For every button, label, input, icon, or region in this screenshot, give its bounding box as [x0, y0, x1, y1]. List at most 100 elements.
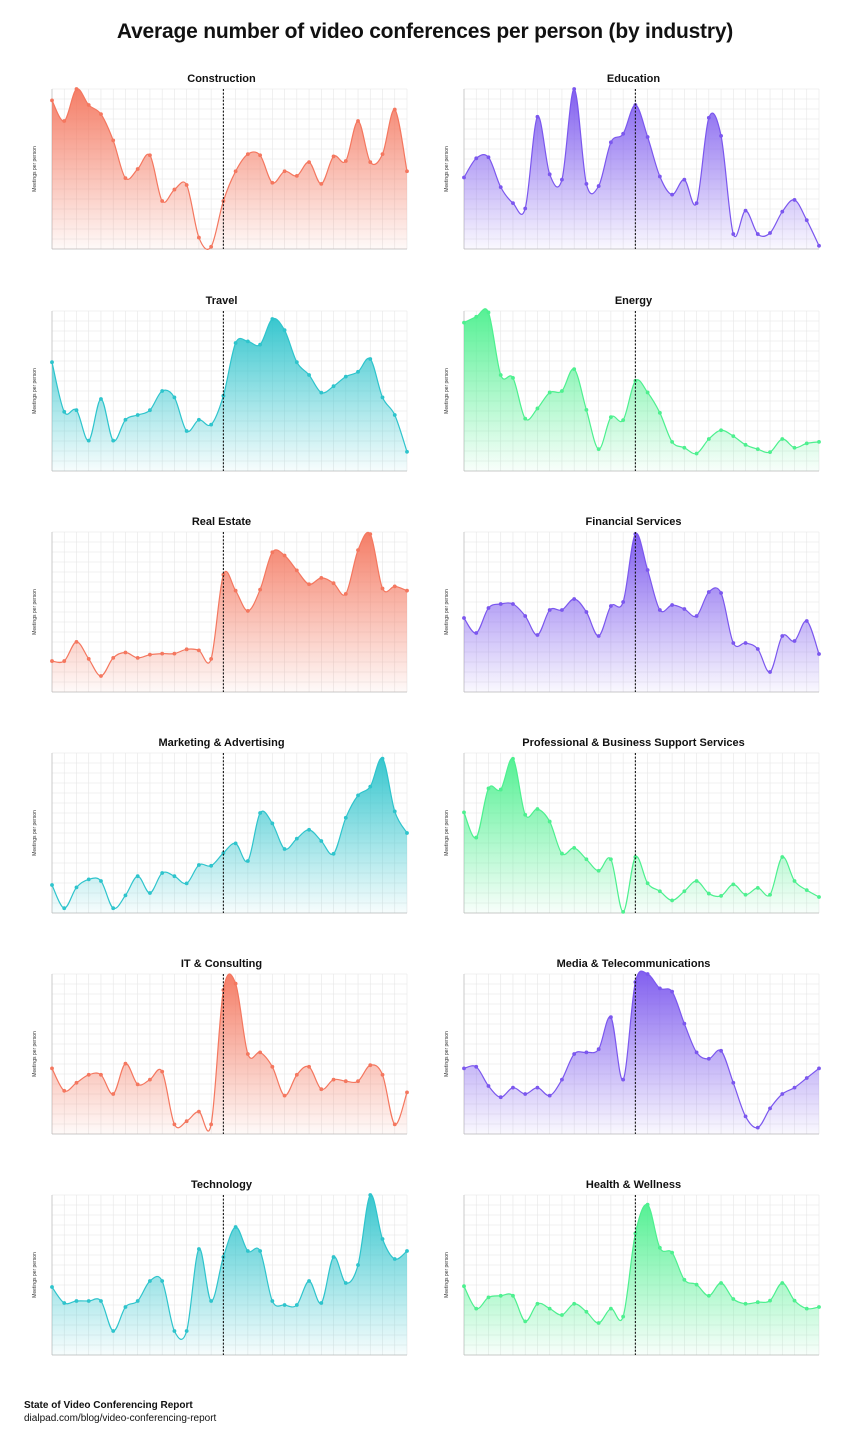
data-point[interactable]	[621, 1314, 626, 1319]
data-point[interactable]	[719, 1281, 723, 1285]
data-point[interactable]	[768, 1298, 772, 1303]
data-point[interactable]	[380, 1237, 385, 1241]
data-point[interactable]	[74, 885, 79, 890]
data-point[interactable]	[380, 1072, 385, 1077]
data-point[interactable]	[74, 408, 79, 413]
data-point[interactable]	[86, 1299, 91, 1303]
data-point[interactable]	[50, 1066, 54, 1071]
data-point[interactable]	[743, 892, 748, 897]
data-point[interactable]	[294, 360, 299, 365]
data-point[interactable]	[368, 532, 373, 537]
data-point[interactable]	[270, 1299, 275, 1303]
data-point[interactable]	[135, 167, 140, 171]
data-point[interactable]	[523, 416, 528, 421]
data-point[interactable]	[486, 606, 491, 610]
data-point[interactable]	[560, 608, 564, 612]
data-point[interactable]	[111, 138, 116, 143]
data-point[interactable]	[405, 1249, 409, 1253]
data-point[interactable]	[343, 159, 348, 163]
data-point[interactable]	[135, 874, 140, 879]
data-point[interactable]	[621, 600, 626, 604]
data-point[interactable]	[694, 451, 699, 456]
data-point[interactable]	[682, 1021, 687, 1026]
data-point[interactable]	[294, 173, 299, 178]
data-point[interactable]	[50, 360, 54, 365]
data-point[interactable]	[245, 1249, 250, 1253]
data-point[interactable]	[682, 445, 687, 450]
data-point[interactable]	[584, 182, 589, 186]
data-point[interactable]	[523, 614, 528, 618]
data-point[interactable]	[74, 1299, 79, 1303]
data-point[interactable]	[148, 891, 152, 895]
data-point[interactable]	[755, 232, 760, 236]
data-point[interactable]	[719, 1048, 723, 1053]
data-point[interactable]	[608, 140, 613, 145]
data-point[interactable]	[657, 986, 662, 991]
data-point[interactable]	[560, 1313, 564, 1317]
data-point[interactable]	[560, 851, 564, 856]
data-point[interactable]	[368, 1193, 373, 1197]
data-point[interactable]	[74, 87, 79, 91]
data-point[interactable]	[608, 857, 613, 862]
data-point[interactable]	[221, 851, 226, 855]
data-point[interactable]	[86, 1072, 91, 1077]
data-point[interactable]	[50, 1285, 54, 1289]
data-point[interactable]	[755, 1125, 760, 1130]
data-point[interactable]	[74, 1080, 79, 1085]
data-point[interactable]	[172, 1329, 177, 1333]
data-point[interactable]	[62, 659, 67, 663]
data-point[interactable]	[780, 209, 785, 214]
data-point[interactable]	[148, 1279, 152, 1283]
data-point[interactable]	[462, 1284, 466, 1289]
data-point[interactable]	[50, 659, 54, 663]
data-point[interactable]	[621, 1077, 626, 1082]
data-point[interactable]	[160, 1069, 165, 1074]
data-point[interactable]	[817, 1305, 821, 1309]
data-point[interactable]	[633, 1231, 638, 1236]
data-point[interactable]	[535, 406, 540, 411]
data-point[interactable]	[270, 317, 275, 321]
data-point[interactable]	[282, 169, 287, 174]
data-point[interactable]	[755, 1300, 760, 1305]
data-point[interactable]	[282, 553, 287, 558]
data-point[interactable]	[755, 647, 760, 651]
data-point[interactable]	[572, 1052, 577, 1056]
data-point[interactable]	[498, 1293, 503, 1298]
data-point[interactable]	[356, 548, 360, 553]
data-point[interactable]	[405, 831, 409, 835]
data-point[interactable]	[270, 1064, 275, 1069]
data-point[interactable]	[184, 1119, 189, 1124]
data-point[interactable]	[682, 889, 687, 894]
data-point[interactable]	[196, 1109, 201, 1114]
data-point[interactable]	[817, 243, 821, 248]
data-point[interactable]	[245, 609, 250, 613]
data-point[interactable]	[511, 376, 515, 380]
data-point[interactable]	[706, 437, 711, 441]
data-point[interactable]	[694, 879, 699, 883]
data-point[interactable]	[535, 114, 540, 119]
data-point[interactable]	[135, 1082, 140, 1087]
data-point[interactable]	[462, 810, 466, 815]
data-point[interactable]	[196, 1247, 201, 1251]
data-point[interactable]	[743, 641, 748, 645]
data-point[interactable]	[209, 657, 214, 661]
data-point[interactable]	[392, 1257, 397, 1261]
data-point[interactable]	[209, 244, 214, 249]
data-point[interactable]	[511, 756, 515, 761]
data-point[interactable]	[368, 784, 373, 789]
data-point[interactable]	[706, 891, 711, 896]
data-point[interactable]	[755, 447, 760, 452]
data-point[interactable]	[792, 1298, 797, 1303]
data-point[interactable]	[50, 98, 54, 103]
data-point[interactable]	[621, 909, 626, 914]
data-point[interactable]	[670, 440, 675, 444]
data-point[interactable]	[474, 835, 479, 840]
data-point[interactable]	[86, 103, 91, 107]
data-point[interactable]	[572, 845, 577, 850]
data-point[interactable]	[184, 183, 189, 187]
data-point[interactable]	[135, 413, 140, 417]
data-point[interactable]	[817, 1066, 821, 1071]
data-point[interactable]	[547, 819, 552, 824]
data-point[interactable]	[196, 417, 201, 422]
data-point[interactable]	[804, 218, 809, 223]
